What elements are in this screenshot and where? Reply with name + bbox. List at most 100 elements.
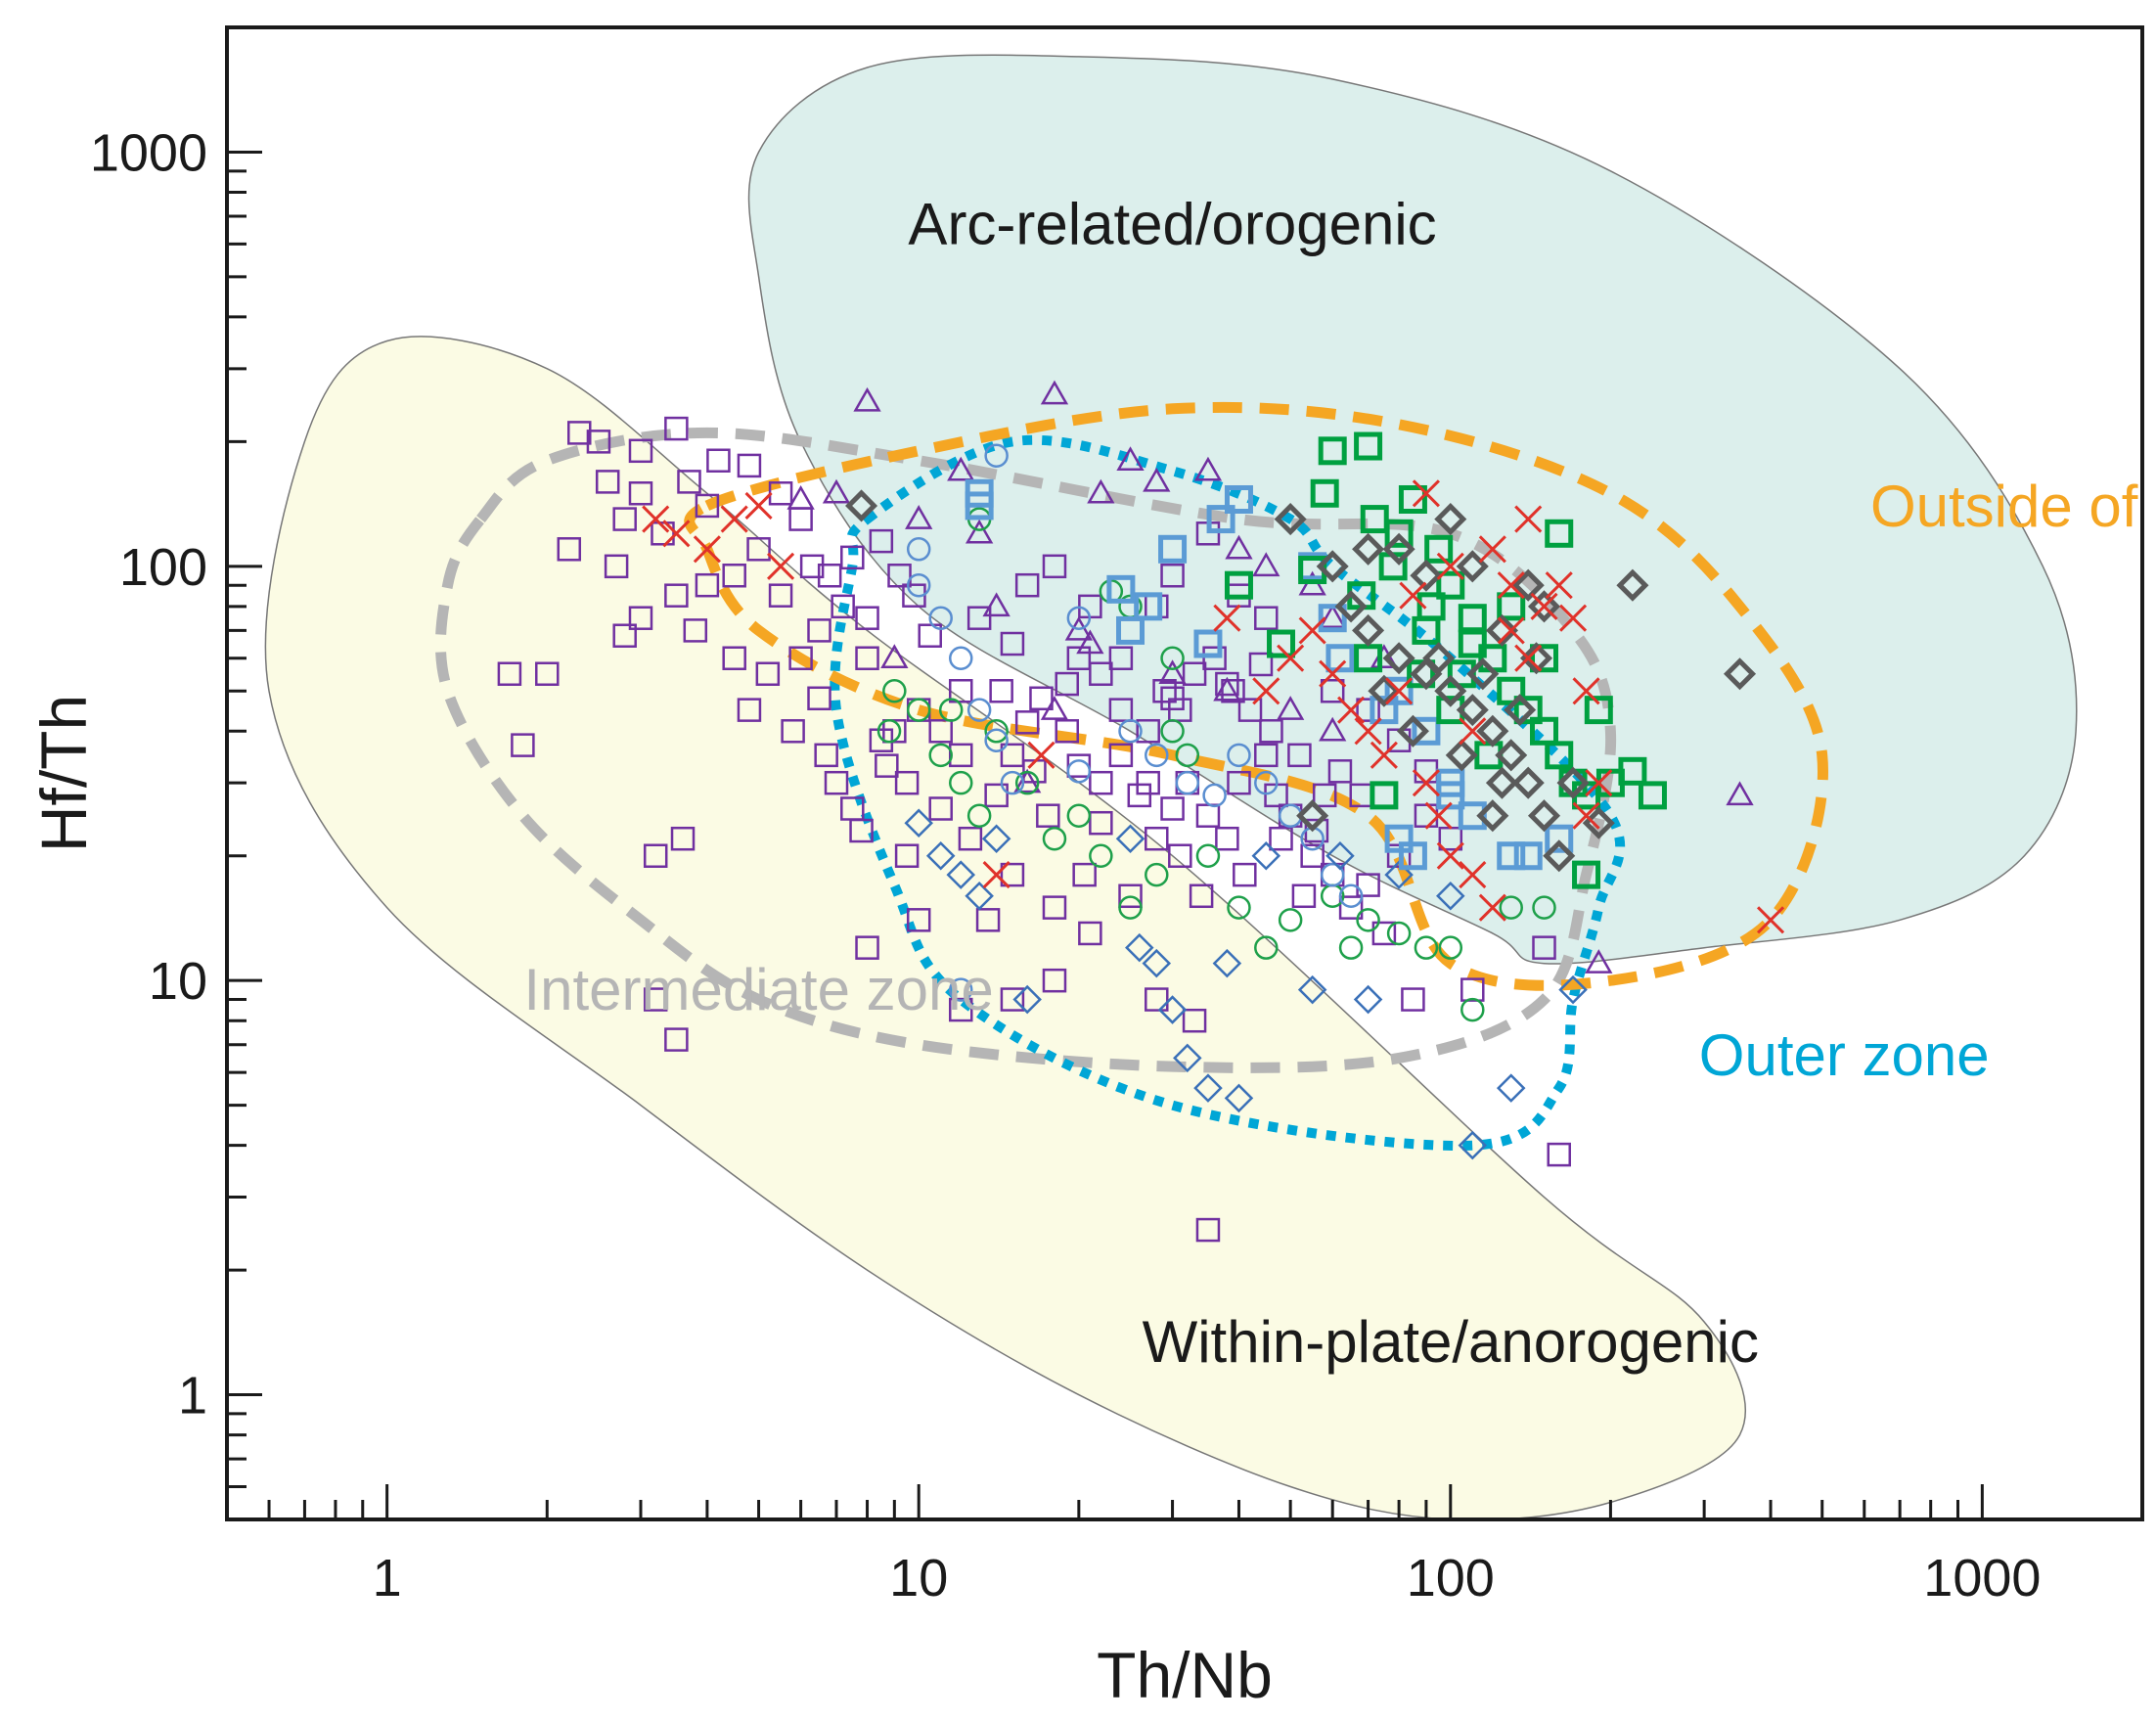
purple-triangles-point	[1252, 552, 1280, 577]
purple-squares-point	[894, 770, 920, 795]
y-axis-title: Hf/Th	[27, 695, 100, 852]
blue-diamonds-point	[1458, 1130, 1488, 1160]
red-crosses-point	[1412, 769, 1440, 797]
blue-circles-point	[1254, 770, 1279, 795]
purple-squares-point	[1108, 743, 1134, 768]
red-crosses-point	[1424, 801, 1453, 830]
purple-squares-point	[683, 618, 708, 643]
green-circles-point	[1386, 921, 1412, 946]
purple-triangles-point	[965, 519, 994, 544]
purple-squares-point	[1300, 843, 1325, 868]
light-blue-squares-point	[1318, 604, 1347, 633]
light-blue-squares-point	[1158, 534, 1188, 564]
purple-squares-point	[807, 686, 831, 711]
red-crosses-point	[1497, 616, 1525, 645]
red-crosses-point	[1478, 893, 1506, 922]
purple-squares-point	[1356, 873, 1380, 897]
gray-diamonds-point	[1352, 532, 1385, 566]
purple-squares-point	[989, 679, 1013, 703]
field-labels: Arc-related/orogenic Within-plate/anoroge…	[523, 191, 2156, 1375]
purple-squares-point	[1066, 646, 1092, 670]
arc-field-label: Arc-related/orogenic	[908, 191, 1436, 256]
gray-diamonds-point	[1382, 532, 1415, 566]
y-tick-label: 1000	[90, 123, 207, 182]
purple-squares-point	[1160, 686, 1185, 711]
blue-diamonds-point	[1384, 860, 1414, 889]
green-circles-point	[1089, 843, 1113, 868]
green-squares-point	[1530, 644, 1559, 673]
red-crosses-point	[1027, 741, 1056, 769]
blue-diamonds-point	[1142, 948, 1172, 978]
intermediate-zone-label: Intermediate zone	[523, 957, 993, 1022]
purple-triangles-point	[1040, 380, 1069, 405]
gray-diamonds-point	[1296, 799, 1329, 833]
green-squares-point	[1497, 592, 1526, 621]
purple-squares-point	[1042, 895, 1067, 920]
light-blue-squares-point	[965, 491, 994, 521]
green-squares-point	[1545, 519, 1574, 548]
purple-squares-point	[1036, 803, 1060, 828]
purple-squares-point	[918, 623, 942, 648]
purple-squares-point	[1042, 968, 1067, 993]
purple-squares-point	[1055, 671, 1079, 697]
red-crosses-point	[1478, 535, 1506, 564]
red-crosses-point	[1277, 644, 1305, 672]
zone-outlines	[434, 401, 1828, 1151]
blue-diamonds-point	[1353, 984, 1383, 1015]
purple-squares-point	[1182, 661, 1207, 686]
gray-diamonds-point	[1511, 568, 1545, 602]
purple-squares-point	[831, 594, 855, 619]
purple-squares-point	[695, 572, 720, 598]
blue-circles-point	[1202, 783, 1227, 808]
blue-circles-point	[1145, 743, 1169, 768]
purple-triangles-point	[947, 456, 975, 481]
purple-squares-point	[1000, 743, 1025, 768]
purple-squares-point	[1215, 826, 1239, 851]
green-circles-point	[1338, 935, 1364, 960]
gray-diamonds-point	[1543, 839, 1576, 873]
purple-squares-point	[643, 987, 668, 1012]
blue-diamonds-point	[1212, 948, 1242, 978]
gray-diamonds-point	[1519, 642, 1553, 675]
red-crosses-point	[1756, 906, 1785, 934]
purple-triangles-point	[1225, 534, 1253, 560]
purple-squares-point	[651, 521, 675, 546]
blue-circles-point	[1320, 862, 1345, 887]
green-squares-point	[1638, 781, 1667, 810]
purple-squares-point	[855, 646, 879, 670]
gray-diamonds-point	[1456, 694, 1489, 727]
purple-squares-point	[928, 719, 953, 744]
x-tick-label: 1	[373, 1549, 402, 1608]
purple-squares-point	[840, 545, 865, 570]
purple-squares-point	[1532, 935, 1556, 960]
light-blue-squares-point	[1193, 629, 1223, 658]
blue-diamonds-point	[1173, 1043, 1202, 1073]
purple-squares-point	[1254, 743, 1279, 768]
purple-squares-point	[1078, 921, 1102, 946]
green-circles-point	[1414, 935, 1439, 960]
gray-diamonds-point	[1368, 674, 1401, 707]
green-squares-point	[1224, 570, 1253, 600]
purple-triangles-point	[1585, 949, 1613, 974]
light-blue-squares-point	[1224, 484, 1253, 514]
purple-triangles-point	[1116, 446, 1145, 471]
plot-frame	[225, 25, 2144, 1521]
blue-circles-point	[949, 646, 973, 670]
gray-diamonds-point	[1352, 613, 1385, 647]
purple-triangles-point	[1158, 659, 1187, 684]
light-blue-squares-point	[1545, 824, 1574, 853]
axes: 1 10 100 1000 1 10 100 1000	[90, 25, 2144, 1608]
purple-squares-point	[1160, 563, 1185, 588]
purple-squares-point	[1055, 719, 1079, 744]
green-squares-point	[1370, 781, 1399, 810]
purple-squares-point	[928, 796, 953, 821]
purple-squares-point	[1327, 759, 1353, 784]
purple-squares-point	[949, 679, 973, 703]
purple-squares-point	[1215, 671, 1239, 697]
gray-diamonds-point	[1466, 657, 1500, 691]
purple-squares-point	[1287, 743, 1312, 768]
green-circles-point	[906, 698, 931, 722]
purple-squares-point	[628, 481, 653, 506]
red-crosses-point	[1436, 841, 1464, 870]
light-blue-squares-point	[1497, 841, 1526, 871]
